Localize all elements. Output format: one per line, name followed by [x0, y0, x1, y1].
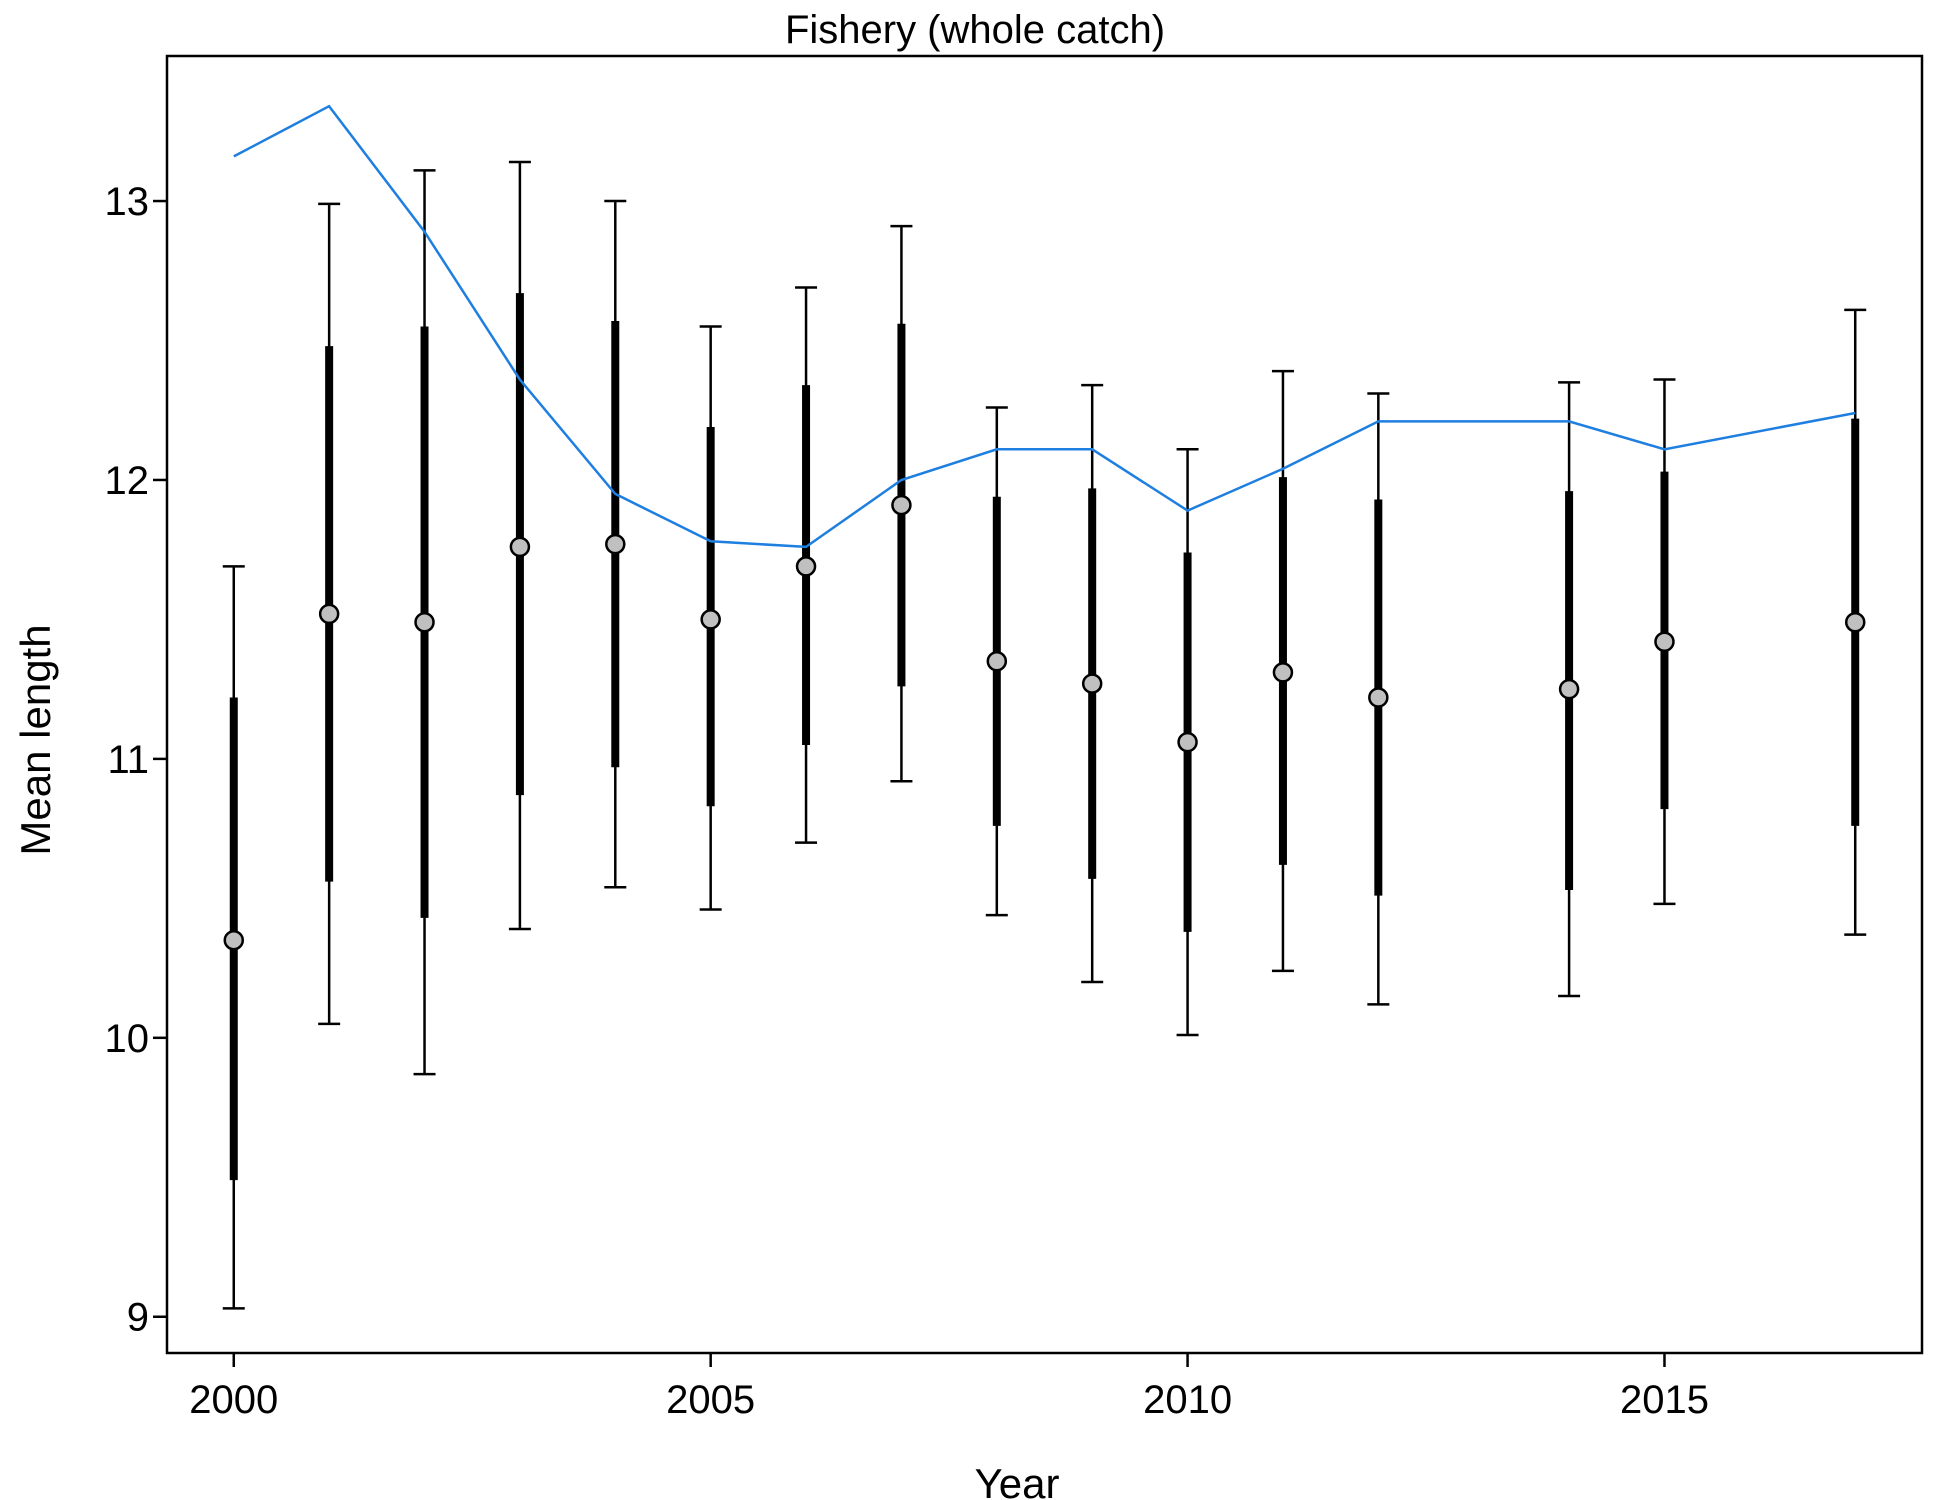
observed-point: [1272, 662, 1294, 683]
observed-point: [1558, 678, 1580, 700]
observed-point: [986, 651, 1008, 672]
observed-point: [318, 603, 340, 625]
observed-point: [605, 533, 626, 555]
plot-frame: [165, 54, 1924, 1355]
observed-point: [509, 536, 531, 558]
observed-point: [1177, 731, 1198, 753]
y-tick-label: 12: [105, 459, 150, 503]
x-tick-label: 2015: [1620, 1378, 1709, 1422]
x-tick-label: 2005: [666, 1378, 755, 1422]
y-tick-label: 9: [127, 1296, 149, 1340]
x-axis: 2000 2005 2010 2015: [189, 1353, 1709, 1422]
observed-point: [795, 556, 817, 577]
y-tick-label: 11: [107, 738, 149, 782]
predicted-line: [233, 104, 1856, 549]
observed-series: [223, 494, 1866, 951]
observed-point: [1654, 631, 1675, 652]
observed-point: [700, 609, 721, 630]
y-axis: 9 10 11 12 13: [105, 180, 167, 1340]
observed-point: [414, 611, 435, 633]
x-tick-label: 2010: [1143, 1378, 1232, 1422]
y-tick-label: 10: [105, 1017, 150, 1061]
observed-point: [891, 494, 912, 516]
x-tick-label: 2000: [189, 1378, 278, 1422]
observed-point: [223, 929, 245, 951]
confidence-intervals: [222, 160, 1867, 1310]
y-tick-label: 13: [105, 180, 150, 224]
chart-title: Fishery (whole catch): [785, 8, 1165, 52]
y-axis-label: Mean length: [12, 624, 59, 855]
observed-point: [1368, 687, 1389, 708]
x-axis-label: Year: [975, 1460, 1060, 1500]
observed-point: [1844, 611, 1866, 633]
observed-point: [1081, 673, 1103, 694]
predicted-series: [233, 104, 1856, 549]
